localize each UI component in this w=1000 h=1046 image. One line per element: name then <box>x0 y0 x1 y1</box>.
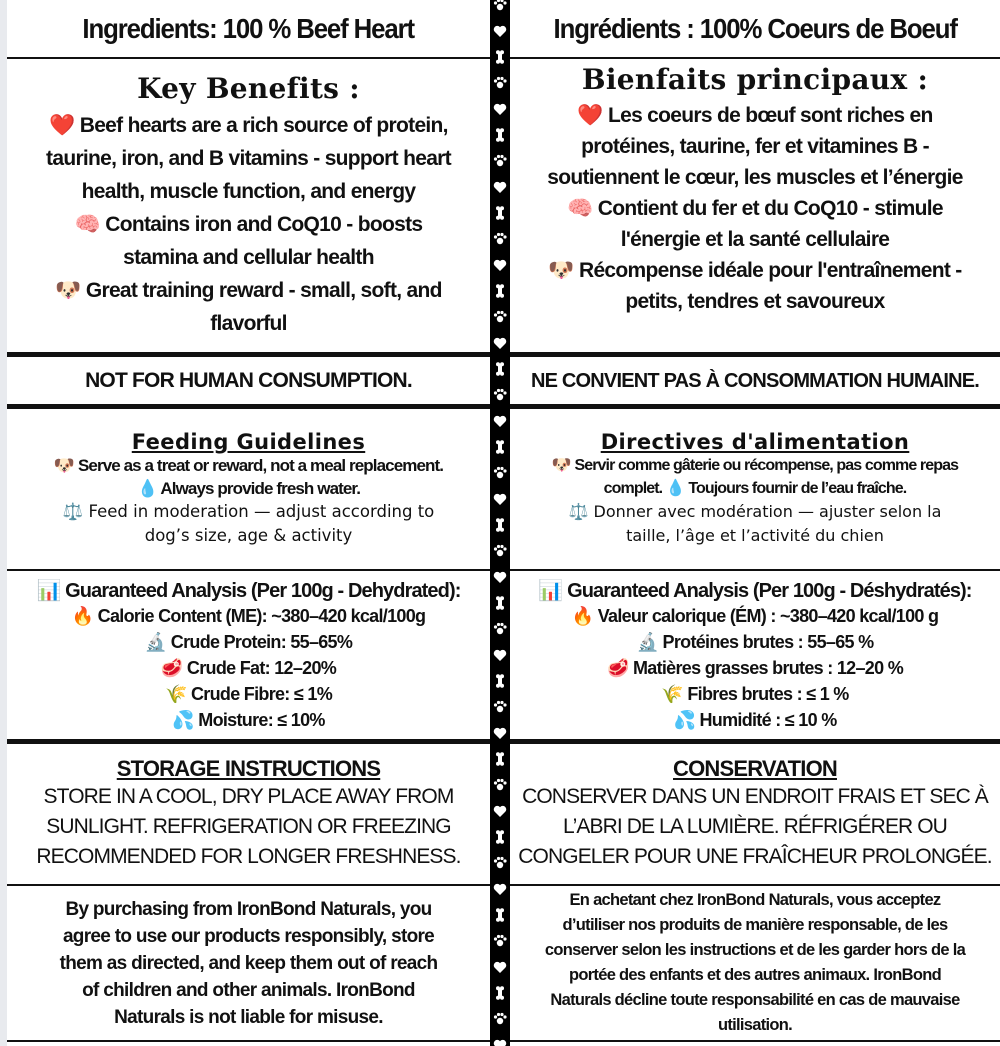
heart-icon <box>493 571 507 583</box>
left-margin <box>0 0 7 1046</box>
heart-icon <box>493 25 507 37</box>
benefit-item: 🧠 Contient du fer et du CoQ10 - stimule … <box>567 197 943 251</box>
storage-text: STORE IN A COOL, DRY PLACE AWAY FROM SUN… <box>36 785 461 868</box>
ingredients-title: Ingrédients : 100% Coeurs de Boeuf <box>553 13 957 44</box>
benefits-section: Key Benefits : ❤️ Beef hearts are a rich… <box>7 59 490 353</box>
ingredients-section: Ingrédients : 100% Coeurs de Boeuf <box>510 0 1000 58</box>
decorative-divider <box>490 0 510 1046</box>
bone-icon <box>496 206 504 220</box>
storage-heading: STORAGE INSTRUCTIONS <box>116 756 381 781</box>
bone-icon <box>496 128 504 142</box>
benefit-item: ❤️ Beef hearts are a rich source of prot… <box>46 114 452 203</box>
bone-icon <box>496 440 504 454</box>
heart-icon <box>493 415 507 427</box>
storage-section: CONSERVATION CONSERVER DANS UN ENDROIT F… <box>510 744 1000 884</box>
feeding-heading: Feeding Guidelines <box>131 430 366 454</box>
disclaimer-text: En achetant chez IronBond Naturals, vous… <box>544 891 966 1034</box>
analysis-item: 💦 Moisture: ≤ 10% <box>172 709 325 730</box>
heart-icon <box>493 805 507 817</box>
bone-icon <box>496 284 504 298</box>
paw-icon <box>493 0 507 11</box>
bone-icon <box>496 752 504 766</box>
paw-icon <box>493 1012 507 1025</box>
paw-icon <box>493 154 507 167</box>
analysis-heading: 📊 Guaranteed Analysis (Per 100g - Déshyd… <box>538 579 972 602</box>
analysis-item: 🌾 Crude Fibre: ≤ 1% <box>164 683 333 704</box>
paw-icon <box>493 232 507 245</box>
feeding-normal-text: ⚖️ Feed in moderation — adjust according… <box>62 502 435 545</box>
warning-text: NE CONVIENT PAS À CONSOMMATION HUMAINE. <box>530 369 980 392</box>
paw-icon <box>493 700 507 713</box>
heart-icon <box>493 181 507 193</box>
storage-text: CONSERVER DANS UN ENDROIT FRAIS ET SEC À… <box>518 785 992 868</box>
bone-icon <box>496 986 504 1000</box>
benefits-heading: Key Benefits : <box>137 72 360 105</box>
paw-icon <box>493 544 507 557</box>
bone-icon <box>496 830 504 844</box>
feeding-bold-text: 🐶 Servir comme gâterie ou récompense, pa… <box>551 457 959 497</box>
analysis-item: 🔬 Protéines brutes : 55–65 % <box>636 631 875 652</box>
heart-icon <box>493 883 507 895</box>
storage-heading: CONSERVATION <box>673 756 838 781</box>
benefit-item: 🐶 Récompense idéale pour l'entraînement … <box>548 259 962 313</box>
paw-icon <box>493 856 507 869</box>
warning-section: NE CONVIENT PAS À CONSOMMATION HUMAINE. <box>510 357 1000 405</box>
paw-icon <box>493 622 507 635</box>
disclaimer-section: By purchasing from IronBond Naturals, yo… <box>7 886 490 1040</box>
heart-icon <box>493 961 507 973</box>
heart-icon <box>493 1039 507 1046</box>
heart-icon <box>493 493 507 505</box>
feeding-heading: Directives d'alimentation <box>600 430 910 454</box>
bone-icon <box>496 596 504 610</box>
paw-icon <box>493 466 507 479</box>
paw-icon <box>493 388 507 401</box>
paw-icon <box>493 778 507 791</box>
benefit-item: ❤️ Les coeurs de bœuf sont riches en pro… <box>547 104 963 189</box>
analysis-item: 🌾 Fibres brutes : ≤ 1 % <box>661 683 849 704</box>
analysis-section: 📊 Guaranteed Analysis (Per 100g - Dehydr… <box>7 571 490 739</box>
bone-icon <box>496 362 504 376</box>
analysis-item: 🥩 Matières grasses brutes : 12–20 % <box>606 657 904 678</box>
feeding-bold-text: 🐶 Serve as a treat or reward, not a meal… <box>53 456 444 498</box>
feeding-section: Directives d'alimentation 🐶 Servir comme… <box>510 409 1000 569</box>
heart-icon <box>493 259 507 271</box>
benefits-section: Bienfaits principaux : ❤️ Les coeurs de … <box>510 59 1000 353</box>
disclaimer-text: By purchasing from IronBond Naturals, yo… <box>59 898 439 1028</box>
bone-icon <box>496 518 504 532</box>
english-column: Ingredients: 100 % Beef Heart Key Benefi… <box>7 0 490 1046</box>
ingredients-title: Ingredients: 100 % Beef Heart <box>82 13 416 44</box>
ingredients-section: Ingredients: 100 % Beef Heart <box>7 0 490 58</box>
feeding-normal-text: ⚖️ Donner avec modération — ajuster selo… <box>568 502 942 545</box>
benefit-item: 🐶 Great training reward - small, soft, a… <box>55 279 442 335</box>
heart-icon <box>493 649 507 661</box>
paw-icon <box>493 310 507 323</box>
bone-icon <box>496 908 504 922</box>
bone-icon <box>496 674 504 688</box>
heart-icon <box>493 727 507 739</box>
warning-section: NOT FOR HUMAN CONSUMPTION. <box>7 357 490 405</box>
bone-icon <box>496 50 504 64</box>
heart-icon <box>493 337 507 349</box>
french-column: Ingrédients : 100% Coeurs de Boeuf Bienf… <box>510 0 1000 1046</box>
feeding-section: Feeding Guidelines 🐶 Serve as a treat or… <box>7 409 490 569</box>
benefits-heading: Bienfaits principaux : <box>581 63 929 96</box>
analysis-item: 💦 Humidité : ≤ 10 % <box>673 709 837 730</box>
storage-section: STORAGE INSTRUCTIONS STORE IN A COOL, DR… <box>7 744 490 884</box>
analysis-heading: 📊 Guaranteed Analysis (Per 100g - Dehydr… <box>36 579 461 602</box>
analysis-item: 🥩 Crude Fat: 12–20% <box>160 657 337 678</box>
analysis-item: 🔥 Valeur calorique (ÉM) : ~380–420 kcal/… <box>571 605 939 626</box>
analysis-section: 📊 Guaranteed Analysis (Per 100g - Déshyd… <box>510 571 1000 739</box>
analysis-item: 🔥 Calorie Content (ME): ~380–420 kcal/10… <box>71 605 426 626</box>
paw-icon <box>493 76 507 89</box>
analysis-item: 🔬 Crude Protein: 55–65% <box>144 631 353 652</box>
warning-text: NOT FOR HUMAN CONSUMPTION. <box>85 369 413 392</box>
benefit-item: 🧠 Contains iron and CoQ10 - boosts stami… <box>74 213 423 269</box>
heart-icon <box>493 103 507 115</box>
paw-icon <box>493 934 507 947</box>
disclaimer-section: En achetant chez IronBond Naturals, vous… <box>510 886 1000 1040</box>
